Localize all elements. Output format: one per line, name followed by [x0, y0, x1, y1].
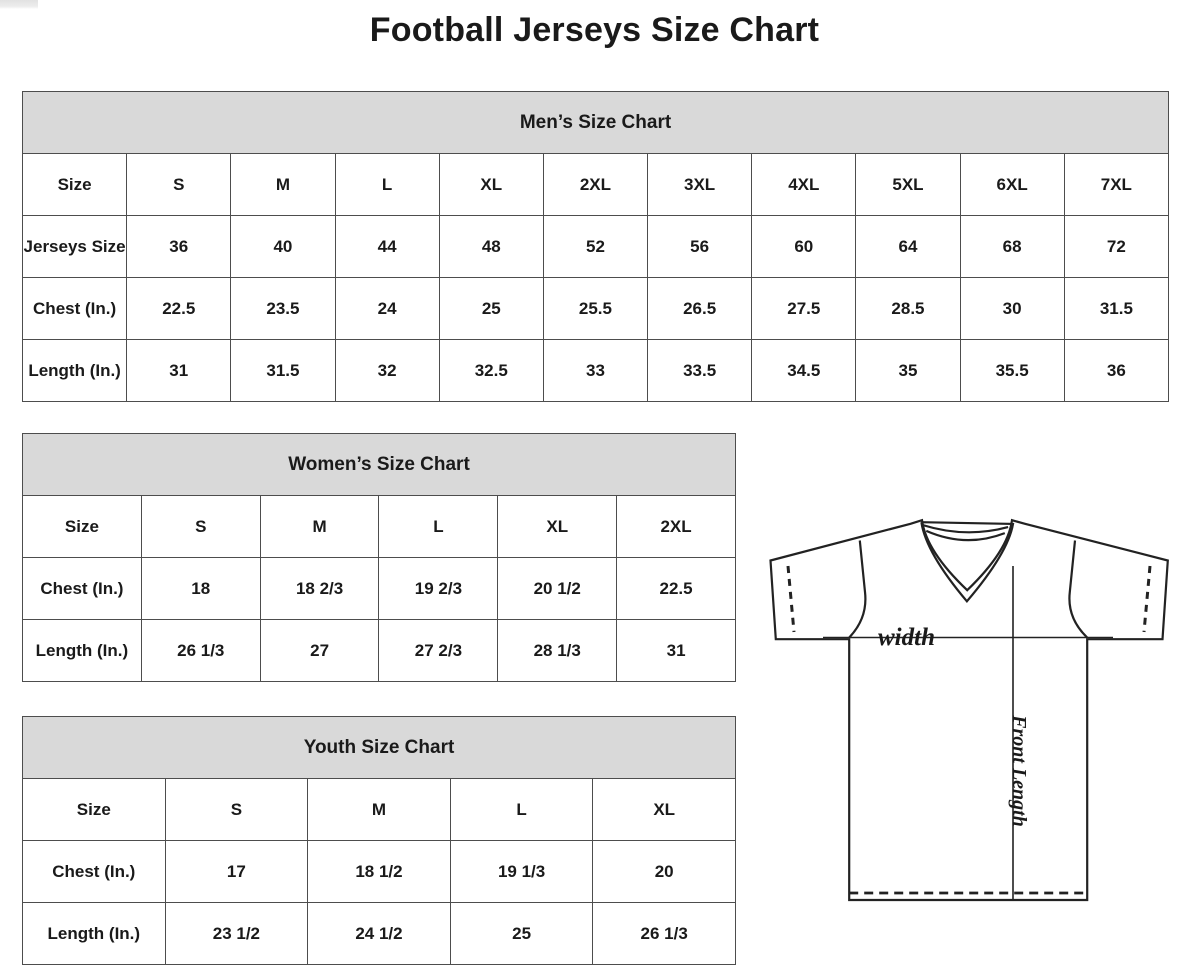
svg-text:Front Length: Front Length — [1008, 714, 1030, 827]
svg-text:width: width — [878, 624, 935, 651]
